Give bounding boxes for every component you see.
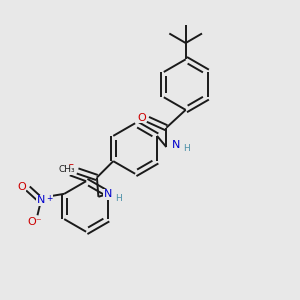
Text: O⁻: O⁻ bbox=[27, 217, 42, 227]
Text: O: O bbox=[137, 113, 146, 123]
Text: O: O bbox=[17, 182, 26, 192]
Text: N: N bbox=[104, 189, 112, 200]
Text: O: O bbox=[67, 164, 75, 175]
Text: H: H bbox=[183, 144, 189, 153]
Text: +: + bbox=[46, 194, 52, 203]
Text: N: N bbox=[37, 195, 45, 206]
Text: CH₃: CH₃ bbox=[58, 165, 75, 174]
Text: N: N bbox=[172, 140, 180, 150]
Text: H: H bbox=[115, 194, 122, 203]
